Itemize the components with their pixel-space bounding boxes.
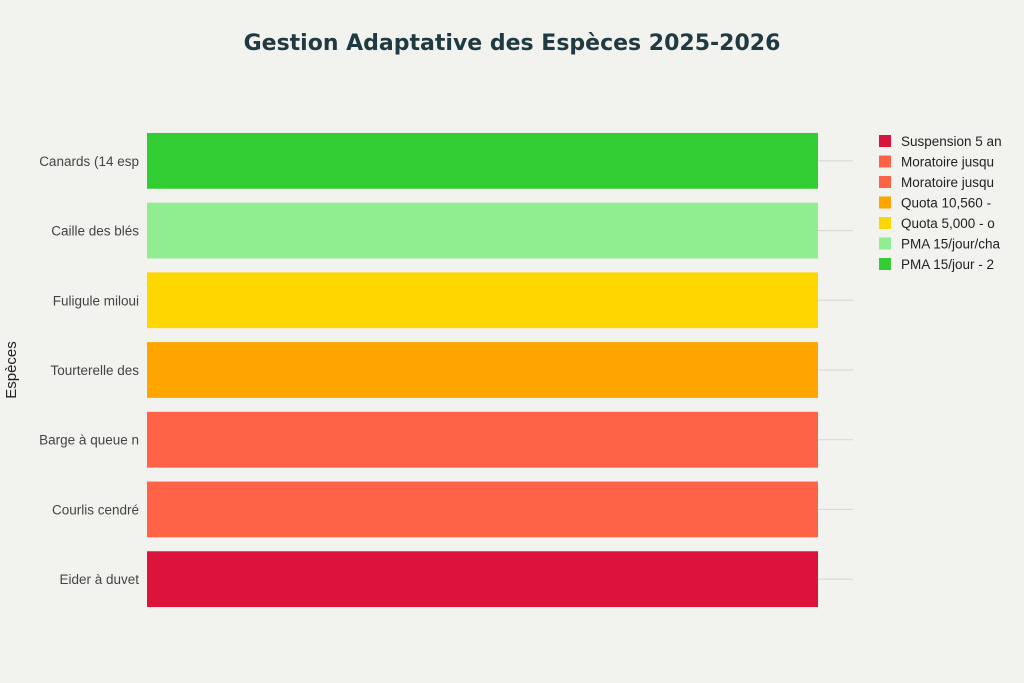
- legend-label[interactable]: Moratoire jusqu: [901, 155, 994, 170]
- legend-label[interactable]: Quota 5,000 - o: [901, 216, 995, 231]
- y-tick-labels: Canards (14 esp Caille des blés Fuligule m…: [39, 154, 139, 587]
- y-axis-title: Espèces: [3, 341, 20, 399]
- legend-swatch: [879, 217, 891, 229]
- bar[interactable]: [147, 481, 818, 538]
- y-tick-label: Caille des blés: [51, 224, 139, 239]
- bar[interactable]: [147, 342, 818, 398]
- bars: [147, 132, 818, 608]
- bar[interactable]: [147, 202, 818, 259]
- chart-title: Gestion Adaptative des Espèces 2025-2026: [244, 31, 781, 56]
- bar[interactable]: [147, 411, 818, 468]
- bar[interactable]: [147, 551, 818, 608]
- y-tick-label: Fuligule miloui: [53, 293, 139, 308]
- legend-label[interactable]: Quota 10,560 -: [901, 196, 991, 211]
- y-tick-label: Eider à duvet: [59, 572, 139, 587]
- legend-swatch: [879, 155, 891, 168]
- legend-label[interactable]: Suspension 5 an: [901, 134, 1002, 149]
- y-tick-label: Tourterelle des: [50, 363, 139, 378]
- legend-swatch: [879, 135, 891, 147]
- bar[interactable]: [147, 132, 818, 189]
- legend-swatch: [879, 196, 891, 209]
- legend-swatch: [879, 258, 891, 270]
- legend[interactable]: Suspension 5 an Moratoire jusqu Moratoire …: [879, 134, 1002, 272]
- y-tick-label: Canards (14 esp: [39, 154, 139, 169]
- legend-label[interactable]: Moratoire jusqu: [901, 175, 994, 190]
- bar[interactable]: [147, 272, 818, 329]
- legend-label[interactable]: PMA 15/jour/cha: [901, 237, 1001, 252]
- y-tick-label: Barge à queue n: [39, 433, 139, 448]
- legend-swatch: [879, 176, 891, 188]
- legend-swatch: [879, 237, 891, 250]
- legend-label[interactable]: PMA 15/jour - 2: [901, 257, 994, 272]
- y-tick-label: Courlis cendré: [52, 502, 139, 517]
